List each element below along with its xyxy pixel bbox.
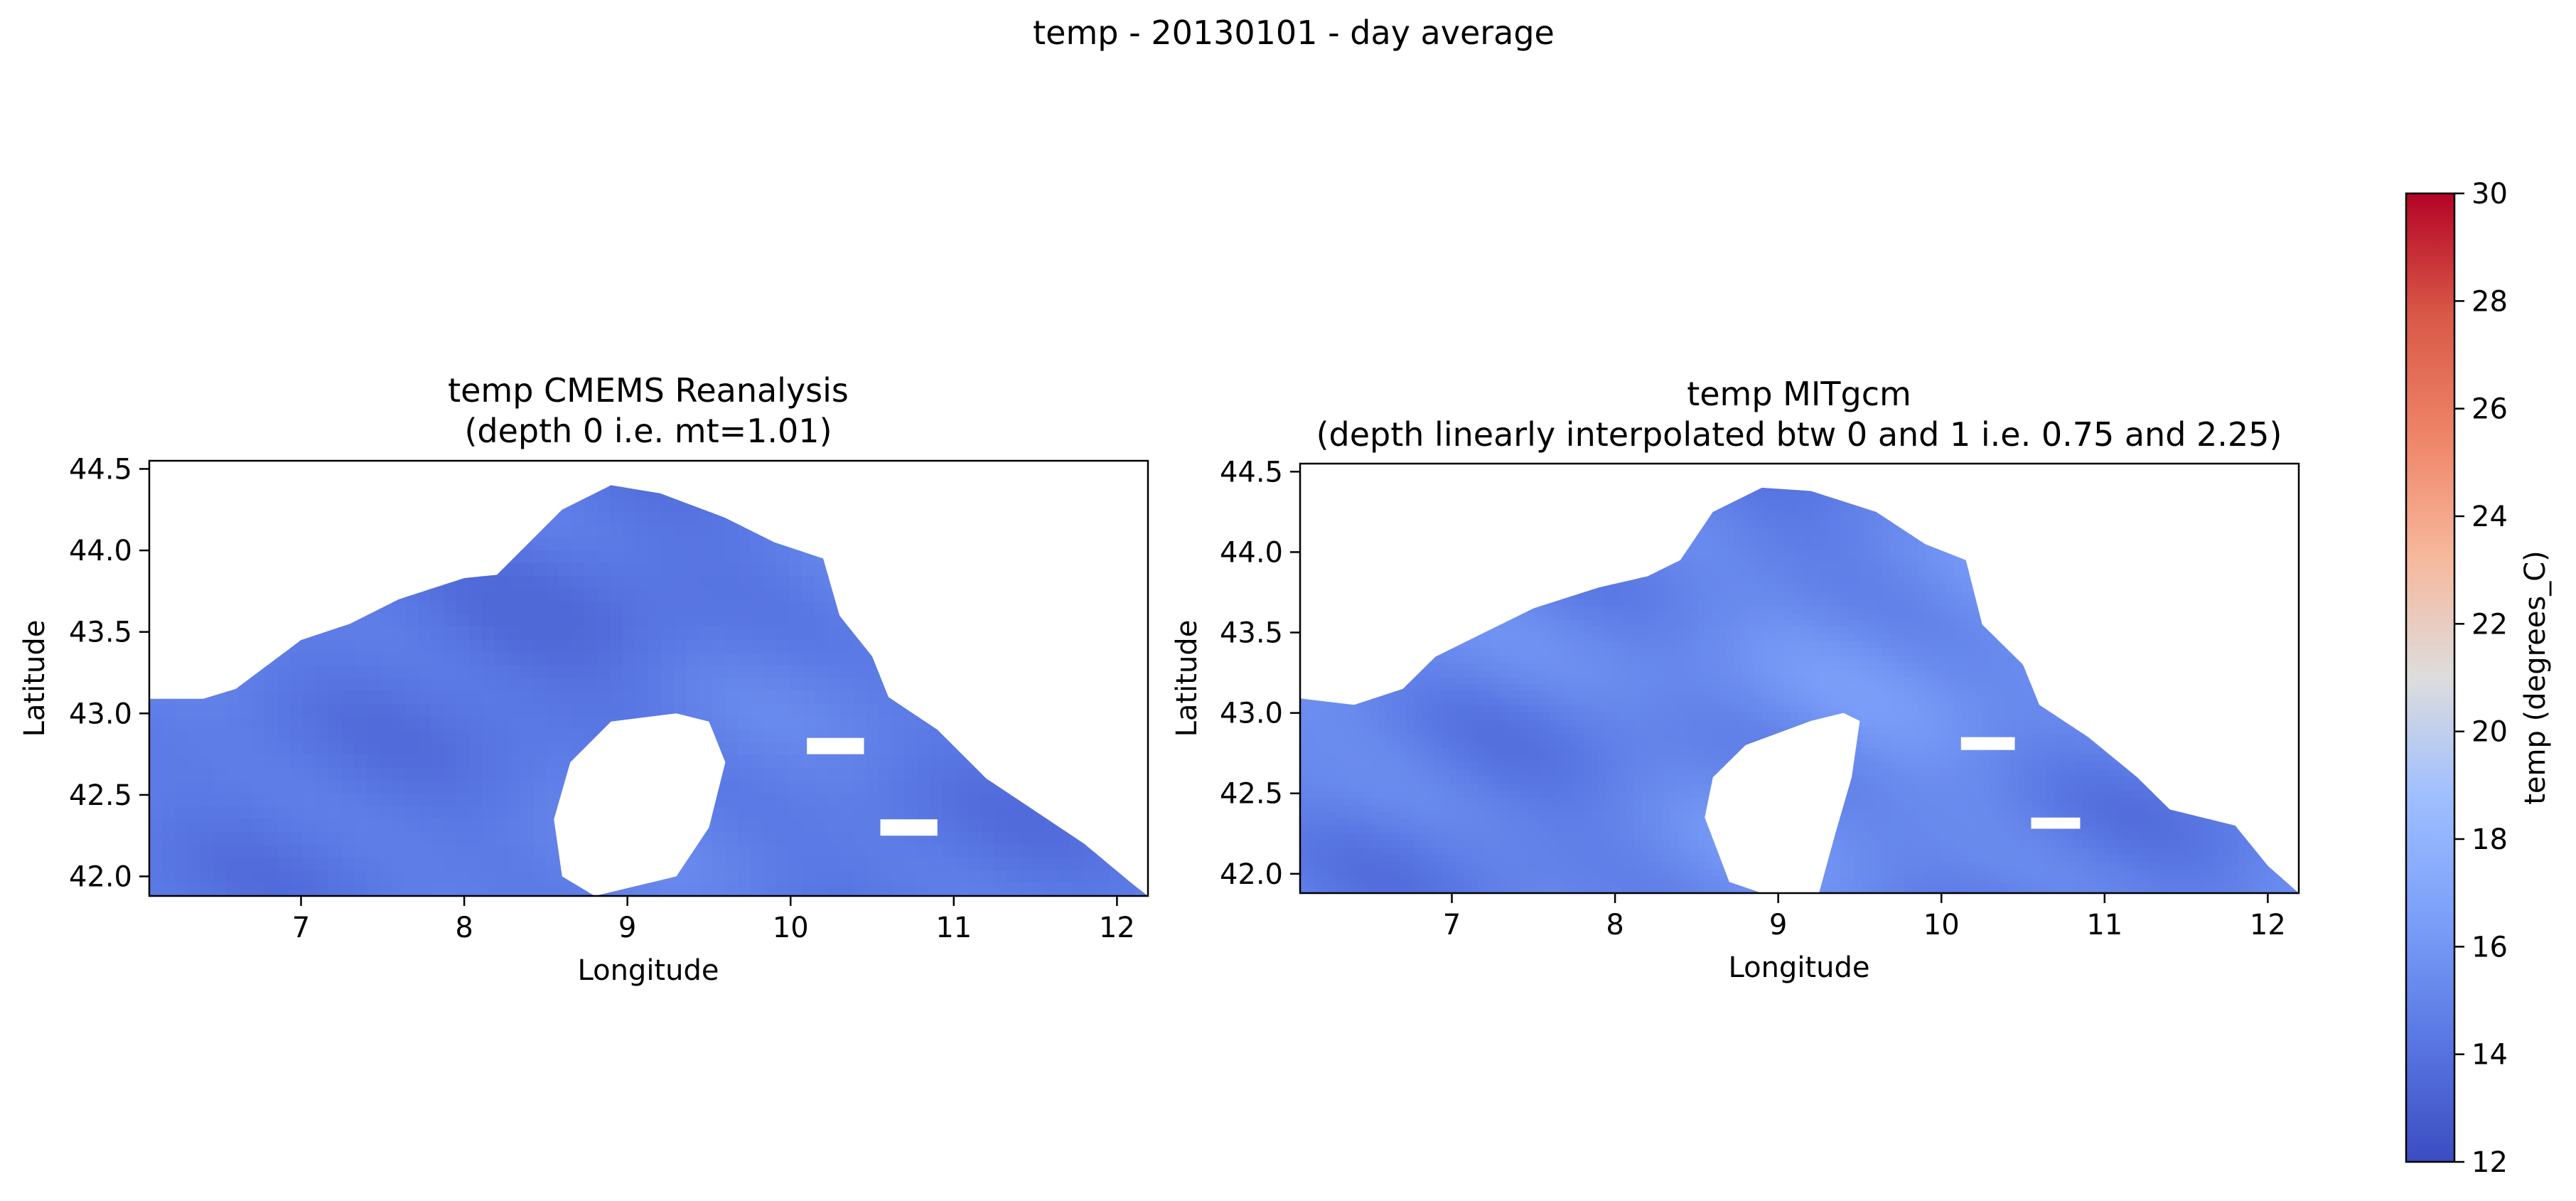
colorbar-tick-label: 20 [2472,716,2508,749]
panel-cmems: temp CMEMS Reanalysis (depth 0 i.e. mt=1… [18,371,1149,987]
panel-cmems-xlabel: Longitude [578,954,719,987]
panel-mitgcm-ytick-label: 44.0 [1220,536,1283,569]
panel-mitgcm-ylabel: Latitude [1171,620,1203,737]
panel-mitgcm-island-2 [2031,817,2081,829]
panel-cmems-xtick-label: 10 [773,912,809,944]
panel-cmems-title-line2: (depth 0 i.e. mt=1.01) [464,412,832,450]
panel-mitgcm-island-0 [1705,712,1860,893]
panel-mitgcm: temp MITgcm (depth linearly interpolated… [1171,375,2300,984]
colorbar-tick-label: 28 [2472,285,2508,318]
panel-mitgcm-ytick-label: 42.5 [1220,778,1283,811]
colorbar-tick-label: 30 [2472,178,2508,210]
colorbar-tick-label: 16 [2472,931,2508,964]
panel-mitgcm-xtick-label: 11 [2086,909,2122,941]
panel-cmems-ytick-label: 42.0 [69,860,132,893]
panel-mitgcm-xtick-label: 12 [2250,909,2286,941]
panel-mitgcm-ytick-label: 43.5 [1220,617,1283,650]
panel-mitgcm-xticks: 7 8 9 10 11 12 [1443,893,2286,941]
panel-cmems-frame [148,459,1149,897]
panel-mitgcm-frame [1299,462,2300,895]
panel-mitgcm-island-1 [1960,737,2015,750]
colorbar: 12 14 16 18 20 22 24 26 28 30 temp (degrees_C) [2405,178,2552,1179]
panel-mitgcm-yticks: 42.0 42.5 43.0 43.5 44.0 44.5 [1220,456,1300,891]
colorbar-tick-label: 22 [2472,608,2508,641]
panel-mitgcm-xtick-label: 8 [1606,909,1624,941]
panel-mitgcm-title-line1: temp MITgcm [1687,375,1911,413]
panel-mitgcm-xtick-label: 7 [1443,909,1461,941]
panel-mitgcm-ytick-label: 43.0 [1220,698,1283,730]
panel-cmems-plot-area [149,485,1148,896]
panel-cmems-ytick-label: 44.5 [69,453,132,486]
panel-cmems-island-0 [554,713,726,896]
panel-cmems-xtick-label: 7 [292,912,310,944]
panel-mitgcm-plot-area [1300,487,2299,893]
colorbar-label: temp (degrees_C) [2519,550,2552,805]
panel-cmems-xtick-label: 8 [455,912,473,944]
panel-cmems-xtick-label: 11 [935,912,972,944]
panel-mitgcm-title-line2: (depth linearly interpolated btw 0 and 1… [1316,415,2282,454]
colorbar-tick-label: 12 [2472,1146,2508,1179]
panel-mitgcm-ytick-label: 42.0 [1220,858,1283,891]
panel-mitgcm-xtick-label: 10 [1923,909,1960,941]
panel-cmems-yticks: 42.0 42.5 43.0 43.5 44.0 44.5 [69,453,149,893]
panel-mitgcm-xtick-label: 9 [1769,909,1787,941]
colorbar-tick-label: 24 [2472,501,2508,533]
panel-cmems-ytick-label: 43.5 [69,616,132,649]
panel-cmems-ytick-label: 44.0 [69,535,132,567]
panel-mitgcm-xlabel: Longitude [1729,951,1870,984]
panel-cmems-island-1 [807,737,864,754]
panel-cmems-xtick-label: 9 [618,912,636,944]
colorbar-bar [2405,192,2456,1163]
colorbar-ticks: 12 14 16 18 20 22 24 26 28 30 [2454,178,2508,1179]
panel-cmems-island-2 [880,819,938,836]
panel-cmems-xticks: 7 8 9 10 11 12 [292,896,1135,944]
colorbar-tick-label: 18 [2472,823,2508,856]
colorbar-tick-label: 14 [2472,1039,2508,1072]
panel-cmems-ytick-label: 42.5 [69,779,132,812]
panel-cmems-ylabel: Latitude [18,620,51,737]
panel-mitgcm-ytick-label: 44.5 [1220,456,1283,489]
panel-cmems-title-line1: temp CMEMS Reanalysis [448,371,849,410]
colorbar-tick-label: 26 [2472,393,2508,426]
figure-suptitle: temp - 20130101 - day average [1033,14,1555,52]
panel-cmems-ytick-label: 43.0 [69,698,132,730]
panel-cmems-xtick-label: 12 [1099,912,1135,944]
